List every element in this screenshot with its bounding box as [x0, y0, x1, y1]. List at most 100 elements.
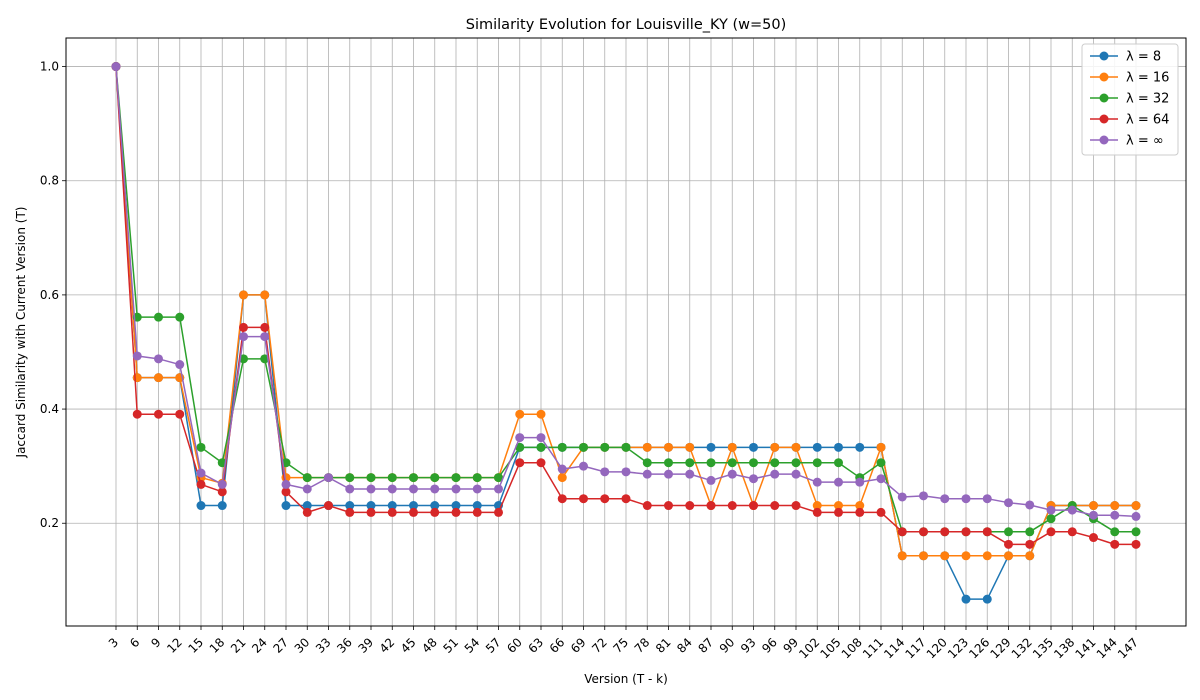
- data-point: [345, 473, 355, 483]
- data-point: [1110, 527, 1120, 537]
- data-point: [1089, 510, 1098, 520]
- legend-marker: [1099, 51, 1109, 61]
- y-tick-label: 1.0: [40, 60, 59, 74]
- data-point: [494, 484, 503, 494]
- data-point: [302, 473, 312, 483]
- data-point: [1025, 527, 1035, 537]
- data-point: [1067, 505, 1077, 515]
- x-axis-title: Version (T - k): [584, 672, 668, 686]
- data-point: [940, 527, 950, 537]
- data-point: [302, 501, 312, 511]
- data-point: [834, 507, 843, 517]
- data-point: [961, 527, 971, 537]
- legend-marker: [1099, 114, 1109, 124]
- data-point: [579, 461, 588, 471]
- legend-label: λ = 64: [1126, 113, 1169, 128]
- data-point: [366, 473, 376, 483]
- data-point: [260, 290, 270, 300]
- data-point: [557, 473, 567, 483]
- data-point: [515, 458, 525, 468]
- data-point: [387, 507, 397, 517]
- legend-marker: [1099, 93, 1109, 103]
- y-axis-title: Jaccard Similarity with Current Version …: [14, 207, 28, 459]
- series-5: [111, 62, 1141, 521]
- data-point: [600, 494, 610, 504]
- data-point: [324, 473, 333, 483]
- data-point: [961, 594, 971, 604]
- data-point: [451, 473, 461, 483]
- data-point: [281, 487, 291, 497]
- data-point: [239, 322, 248, 332]
- data-point: [621, 442, 631, 452]
- legend-item: λ = 8: [1090, 50, 1161, 65]
- legend-label: λ = 16: [1126, 71, 1169, 86]
- data-point: [664, 458, 673, 468]
- data-point: [812, 501, 822, 511]
- data-point: [897, 527, 907, 537]
- data-point: [642, 442, 652, 452]
- data-point: [196, 468, 206, 478]
- data-point: [812, 442, 822, 452]
- legend-box: [1081, 43, 1179, 156]
- data-point: [855, 507, 865, 517]
- legend-label: λ = ∞: [1126, 134, 1164, 149]
- data-point: [472, 473, 482, 483]
- data-point: [430, 484, 440, 494]
- data-point: [302, 507, 312, 517]
- data-point: [579, 494, 588, 504]
- data-point: [494, 507, 503, 517]
- data-point: [579, 442, 588, 452]
- data-point: [770, 501, 780, 511]
- data-point: [409, 473, 418, 483]
- data-point: [897, 492, 907, 502]
- data-point: [239, 290, 248, 300]
- data-point: [239, 332, 248, 342]
- data-point: [749, 458, 758, 468]
- data-point: [791, 469, 801, 479]
- data-point: [515, 433, 525, 443]
- data-point: [217, 501, 227, 511]
- data-point: [919, 491, 928, 501]
- data-point: [324, 501, 333, 511]
- data-point: [812, 507, 822, 517]
- data-point: [132, 409, 142, 419]
- data-point: [919, 551, 928, 561]
- data-point: [1025, 500, 1035, 510]
- data-point: [281, 501, 291, 511]
- data-point: [940, 494, 950, 504]
- data-point: [175, 312, 185, 322]
- legend-marker: [1099, 135, 1109, 145]
- y-tick-label: 0.8: [40, 174, 59, 188]
- data-point: [749, 474, 758, 484]
- data-point: [557, 494, 567, 504]
- data-point: [982, 594, 992, 604]
- data-point: [727, 501, 737, 511]
- data-point: [1004, 527, 1013, 537]
- data-point: [430, 501, 440, 511]
- data-point: [536, 409, 546, 419]
- legend: λ = 8 λ = 16 λ = 32 λ = 64 λ = ∞: [1081, 43, 1179, 156]
- data-point: [430, 507, 440, 517]
- data-point: [196, 442, 206, 452]
- data-point: [1067, 527, 1077, 537]
- data-point: [685, 458, 695, 468]
- data-point: [876, 458, 886, 468]
- data-point: [600, 467, 610, 477]
- data-point: [1046, 505, 1056, 515]
- data-point: [260, 332, 270, 342]
- data-point: [791, 501, 801, 511]
- data-point: [536, 433, 546, 443]
- data-point: [451, 501, 461, 511]
- data-point: [366, 484, 376, 494]
- data-point: [749, 501, 758, 511]
- data-point: [196, 479, 206, 489]
- data-point: [451, 507, 461, 517]
- data-point: [1110, 510, 1120, 520]
- data-point: [1131, 527, 1141, 537]
- data-point: [111, 62, 121, 72]
- data-point: [1089, 533, 1098, 543]
- data-point: [175, 409, 185, 419]
- data-point: [302, 484, 312, 494]
- legend-item: λ = 64: [1090, 113, 1169, 128]
- data-point: [345, 501, 355, 511]
